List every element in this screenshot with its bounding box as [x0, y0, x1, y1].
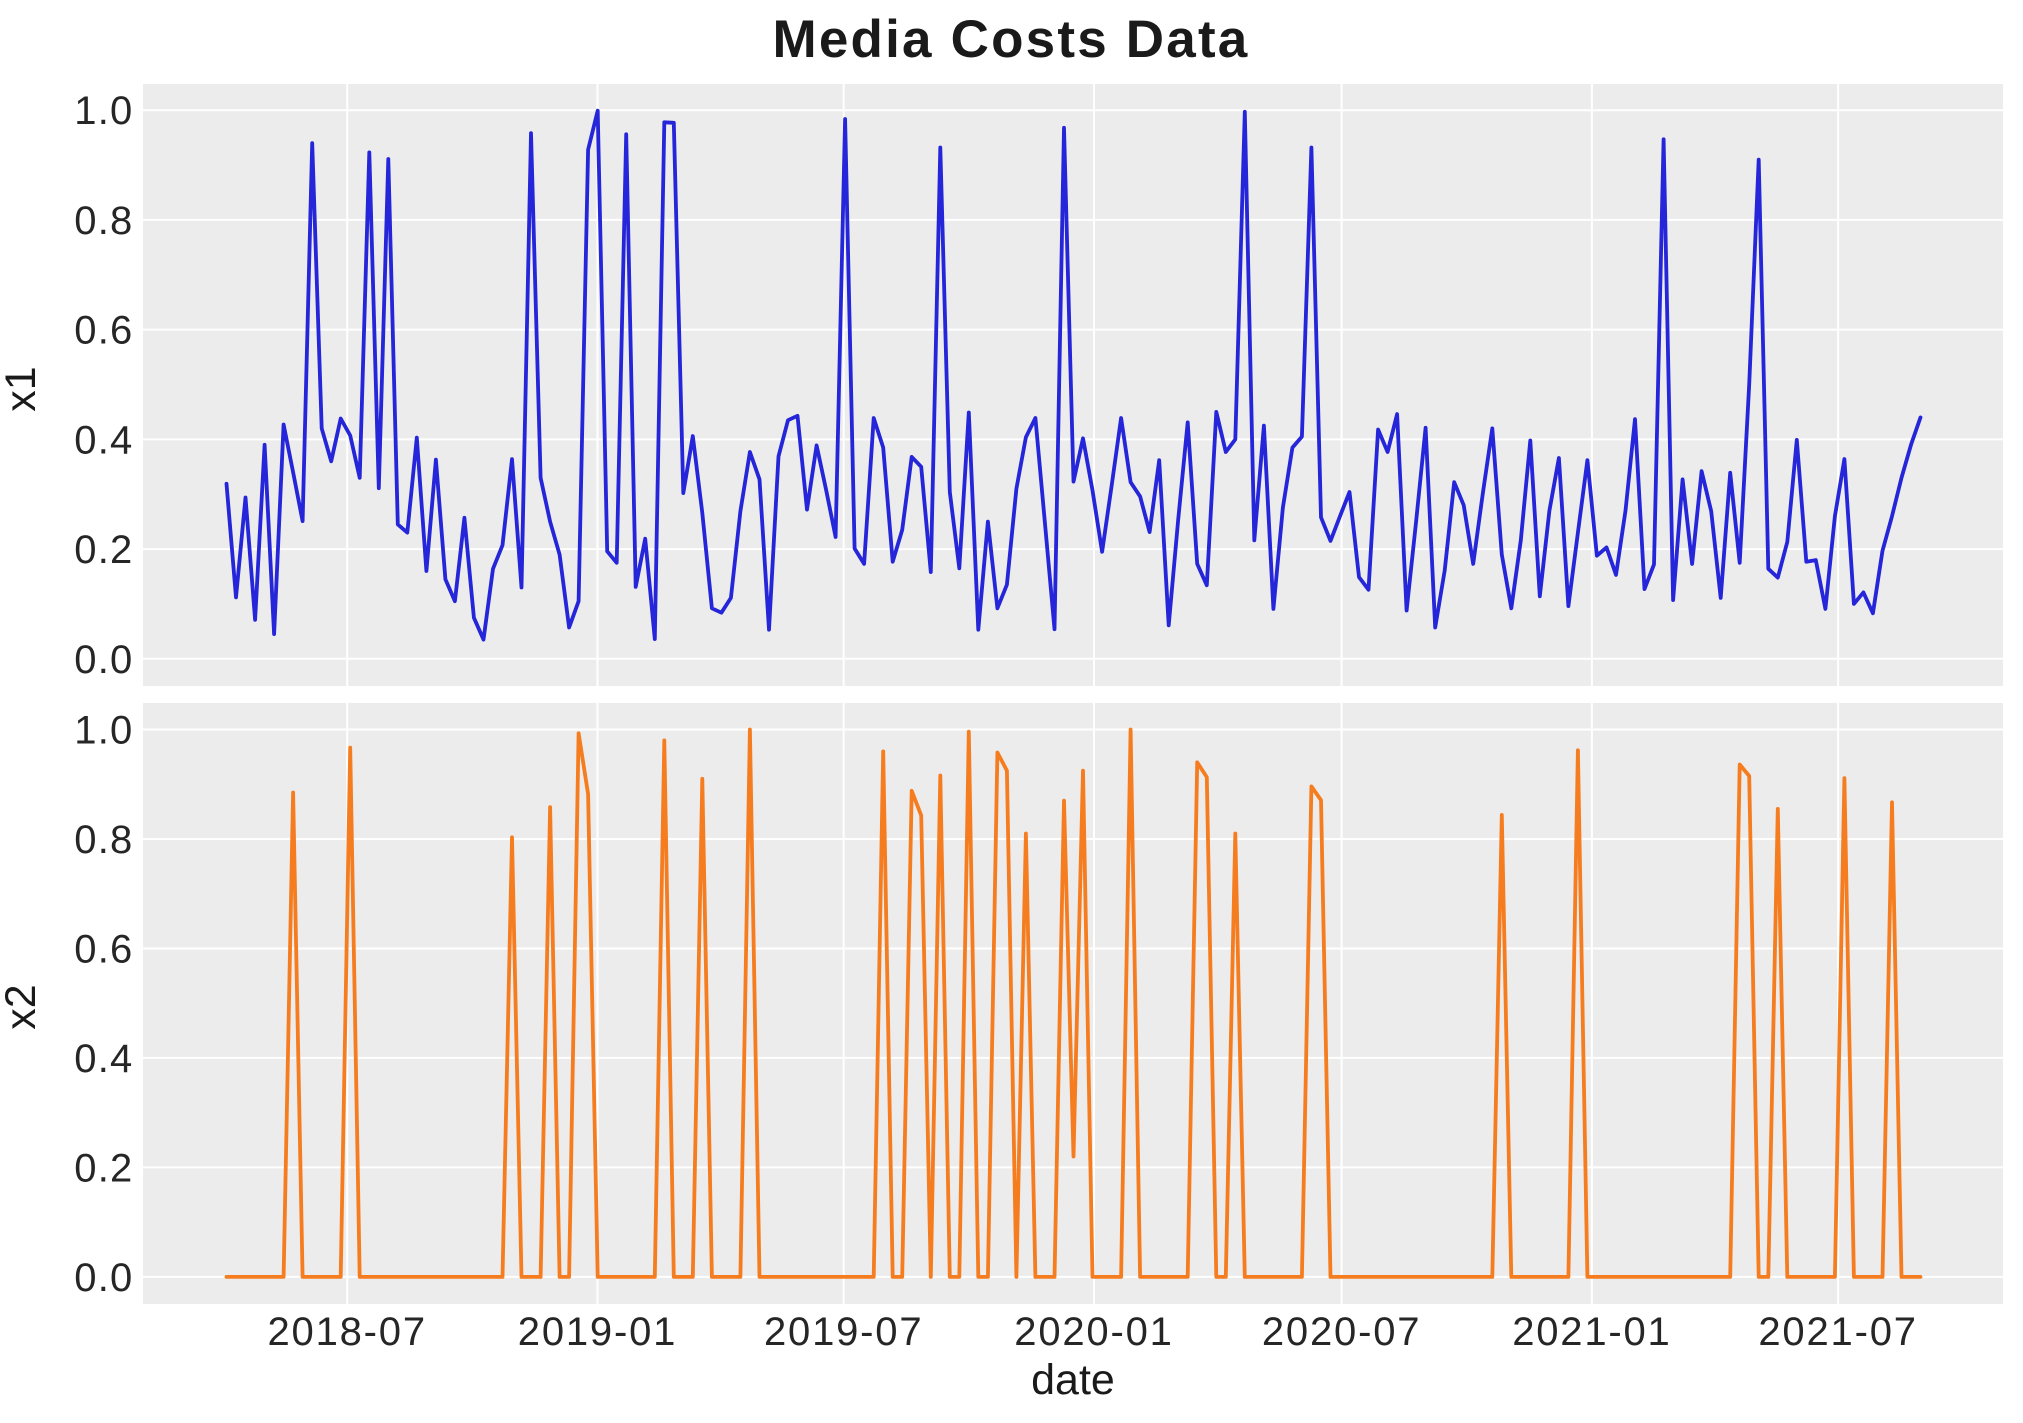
svg-text:2019-07: 2019-07 [764, 1310, 923, 1354]
svg-text:x1: x1 [0, 366, 45, 411]
svg-text:0.2: 0.2 [74, 1146, 133, 1190]
svg-text:0.8: 0.8 [74, 818, 133, 862]
svg-text:1.0: 1.0 [74, 709, 133, 753]
svg-text:0.4: 0.4 [74, 1037, 133, 1081]
svg-text:0.6: 0.6 [74, 928, 133, 972]
svg-text:0.6: 0.6 [74, 309, 133, 353]
svg-text:2021-07: 2021-07 [1758, 1310, 1917, 1354]
svg-text:2020-01: 2020-01 [1014, 1310, 1173, 1354]
svg-text:0.4: 0.4 [74, 418, 133, 462]
svg-text:2020-07: 2020-07 [1262, 1310, 1421, 1354]
svg-text:2018-07: 2018-07 [267, 1310, 426, 1354]
svg-text:2021-01: 2021-01 [1512, 1310, 1671, 1354]
svg-text:1.0: 1.0 [74, 89, 133, 133]
svg-text:0.2: 0.2 [74, 528, 133, 572]
svg-text:0.8: 0.8 [74, 199, 133, 243]
svg-text:0.0: 0.0 [74, 1256, 133, 1300]
svg-text:0.0: 0.0 [74, 638, 133, 682]
svg-text:date: date [1031, 1356, 1115, 1404]
svg-text:2019-01: 2019-01 [518, 1310, 677, 1354]
svg-text:Media Costs Data: Media Costs Data [773, 10, 1250, 69]
svg-text:x2: x2 [0, 984, 45, 1029]
